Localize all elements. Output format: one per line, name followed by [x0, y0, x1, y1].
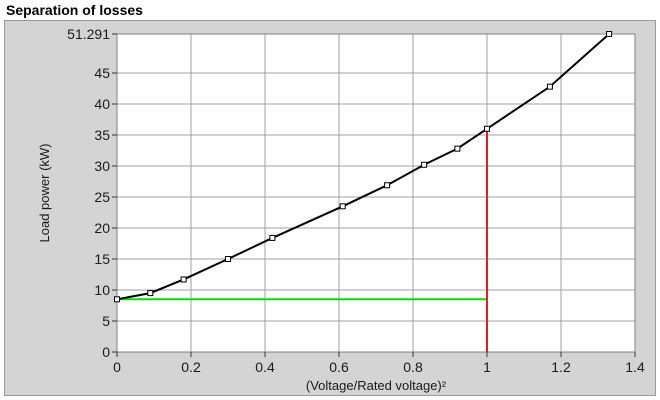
- plot-border: [116, 33, 636, 353]
- y-tick-label: 35: [94, 127, 110, 143]
- data-point: [339, 203, 346, 210]
- x-tick-label: 1.4: [625, 359, 645, 375]
- data-point: [384, 182, 391, 189]
- y-tick-label: 51.291: [67, 26, 110, 42]
- y-tick-label: 30: [94, 158, 110, 174]
- data-point: [454, 145, 461, 152]
- y-tick-label: 5: [102, 313, 110, 329]
- plot-area: [117, 34, 635, 352]
- y-axis-label: Load power (kW): [37, 144, 52, 243]
- data-point: [114, 296, 120, 303]
- x-tick-label: 0.6: [329, 359, 349, 375]
- data-point: [546, 83, 553, 90]
- panel-title: Separation of losses: [6, 2, 143, 18]
- series-line: [116, 33, 610, 301]
- chart-svg: 0 5 10 15 20 25 30 35 40 45 51.291 0 0.2 0.4 0.6 0.8 1 1.…: [37, 26, 645, 393]
- x-tick-label: 0.2: [181, 359, 201, 375]
- x-axis-label: (Voltage/Rated voltage)²: [306, 378, 447, 393]
- y-tick-label: 20: [94, 220, 110, 236]
- x-tick-label: 0.4: [255, 359, 275, 375]
- x-tick-label: 1.2: [551, 359, 571, 375]
- data-point: [421, 161, 428, 168]
- data-point: [606, 31, 613, 37]
- x-tick-label: 0.8: [403, 359, 423, 375]
- data-point: [225, 256, 231, 263]
- chart-frame: 0 5 10 15 20 25 30 35 40 45 51.291 0 0.2 0.4 0.6 0.8 1 1.…: [4, 20, 656, 396]
- data-point: [147, 290, 154, 297]
- y-tick-label: 25: [94, 189, 110, 205]
- data-point: [484, 125, 490, 132]
- y-tick-label: 45: [94, 65, 110, 81]
- y-tick-label: 15: [94, 251, 110, 267]
- y-tick-label: 0: [102, 344, 110, 360]
- data-point: [180, 276, 187, 283]
- x-tick-label: 0: [113, 359, 121, 375]
- data-point: [269, 234, 276, 241]
- x-tick-label: 1: [483, 359, 491, 375]
- y-tick-label: 10: [94, 282, 110, 298]
- y-tick-label: 40: [94, 96, 110, 112]
